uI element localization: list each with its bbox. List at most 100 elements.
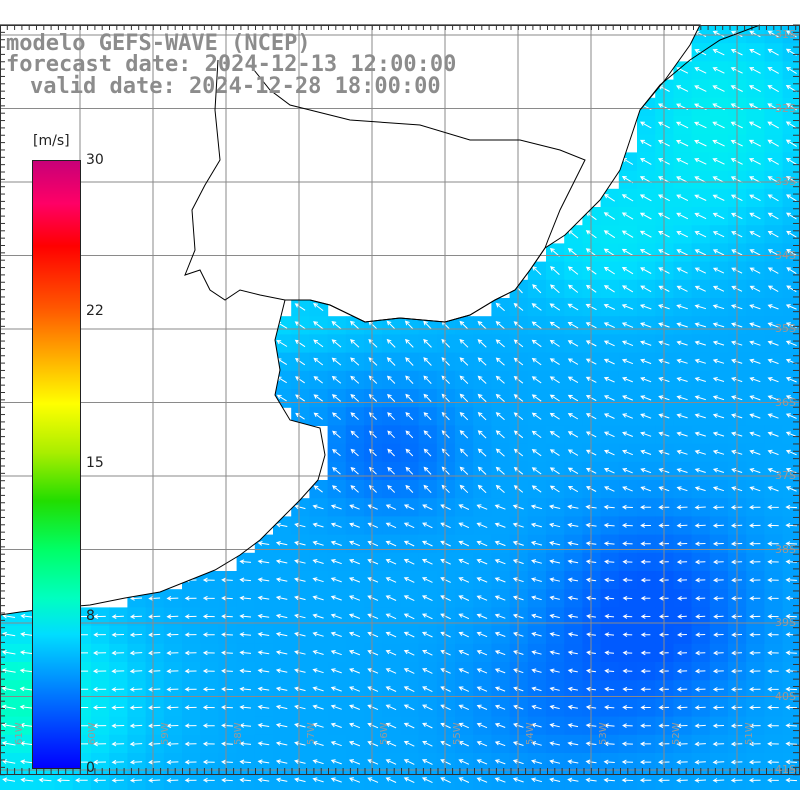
wind-arrow — [330, 522, 342, 528]
wind-arrow — [202, 777, 215, 783]
wind-arrow — [495, 412, 505, 421]
wind-arrow — [713, 650, 724, 656]
wind-arrow — [184, 686, 197, 692]
wind-arrow — [622, 468, 633, 474]
wind-arrow — [513, 394, 524, 402]
wind-arrow — [330, 704, 342, 710]
wind-arrow — [403, 522, 415, 529]
wind-arrow — [386, 357, 396, 366]
wind-arrow — [202, 614, 215, 619]
wind-arrow — [1, 631, 16, 637]
wind-arrow — [275, 595, 288, 601]
wind-arrow — [367, 613, 379, 620]
wind-arrow — [567, 741, 579, 746]
wind-arrow — [640, 267, 652, 274]
wind-arrow — [749, 632, 761, 638]
wind-arrow — [712, 30, 725, 38]
wind-arrow — [422, 504, 433, 510]
wind-arrow — [694, 778, 707, 783]
wind-arrow — [495, 484, 505, 493]
wind-arrow — [676, 577, 688, 583]
wind-arrow — [712, 49, 725, 56]
wind-arrow — [640, 413, 652, 419]
wind-arrow — [403, 740, 415, 747]
wind-arrow — [111, 723, 125, 729]
wind-arrow — [440, 777, 451, 784]
wind-arrow — [604, 705, 615, 710]
wind-arrow — [767, 377, 779, 383]
wind-arrow — [129, 687, 143, 692]
wind-arrow — [385, 722, 397, 729]
wind-arrow — [549, 467, 560, 475]
wind-arrow — [202, 668, 215, 674]
wind-arrow — [330, 668, 342, 674]
wind-arrow — [549, 431, 560, 438]
wind-arrow — [749, 395, 761, 401]
wind-arrow — [603, 431, 615, 438]
wind-arrow — [477, 448, 487, 457]
wind-arrow — [257, 759, 270, 765]
wind-arrow — [330, 722, 342, 728]
wind-arrow — [786, 249, 797, 256]
wind-arrow — [676, 322, 688, 328]
wind-arrow — [567, 413, 579, 420]
wind-arrow — [712, 158, 725, 165]
wind-arrow — [767, 486, 779, 492]
colorbar-tick: 22 — [86, 303, 104, 319]
wind-arrow — [567, 577, 579, 583]
wind-arrow — [621, 267, 634, 275]
wind-arrow — [749, 559, 761, 565]
wind-arrow — [184, 741, 197, 747]
wind-arrow — [640, 650, 651, 656]
wind-arrow — [639, 759, 652, 765]
wind-arrow — [312, 613, 324, 619]
coastline — [0, 24, 761, 616]
wind-arrow — [239, 741, 252, 747]
wind-arrow — [294, 741, 306, 746]
lon-label: 51W — [744, 722, 755, 745]
wind-arrow — [749, 705, 761, 710]
wind-arrow — [677, 595, 687, 601]
wind-arrow — [387, 393, 396, 402]
wind-arrow — [712, 486, 725, 492]
wind-arrow — [749, 322, 761, 328]
wind-arrow — [749, 212, 761, 220]
wind-arrow — [640, 686, 651, 692]
wind-arrow — [675, 121, 689, 129]
wind-arrow — [275, 686, 288, 692]
wind-arrow — [257, 650, 270, 655]
wind-arrow — [257, 595, 270, 601]
wind-arrow — [712, 322, 725, 328]
wind-arrow — [549, 376, 560, 384]
wind-arrow — [330, 686, 342, 692]
wind-arrow — [494, 631, 506, 637]
wind-arrow — [458, 722, 470, 729]
wind-arrow — [294, 631, 306, 637]
wind-arrow — [694, 668, 706, 674]
wind-arrow — [567, 541, 579, 546]
wind-arrow — [166, 687, 179, 692]
wind-arrow — [403, 631, 415, 638]
wind-arrow — [275, 522, 288, 528]
lon-label: 54W — [525, 722, 536, 745]
wind-arrow — [476, 613, 488, 619]
lat-label: 41S — [775, 763, 796, 776]
wind-arrow — [495, 375, 505, 384]
wind-arrow — [622, 723, 633, 729]
wind-arrow — [513, 631, 524, 637]
wind-arrow — [567, 686, 578, 692]
wind-arrow — [111, 668, 125, 674]
wind-arrow — [676, 559, 688, 565]
wind-arrow — [477, 484, 487, 494]
wind-arrow — [313, 485, 323, 493]
wind-arrow — [676, 358, 688, 364]
wind-arrow — [476, 540, 488, 547]
wind-arrow — [93, 632, 106, 638]
wind-arrow — [694, 741, 706, 747]
wind-arrow — [221, 668, 233, 674]
wind-arrow — [495, 321, 505, 330]
wind-arrow — [349, 504, 360, 510]
wind-arrow — [276, 394, 287, 402]
wind-arrow — [567, 266, 579, 275]
wind-arrow — [239, 686, 252, 692]
